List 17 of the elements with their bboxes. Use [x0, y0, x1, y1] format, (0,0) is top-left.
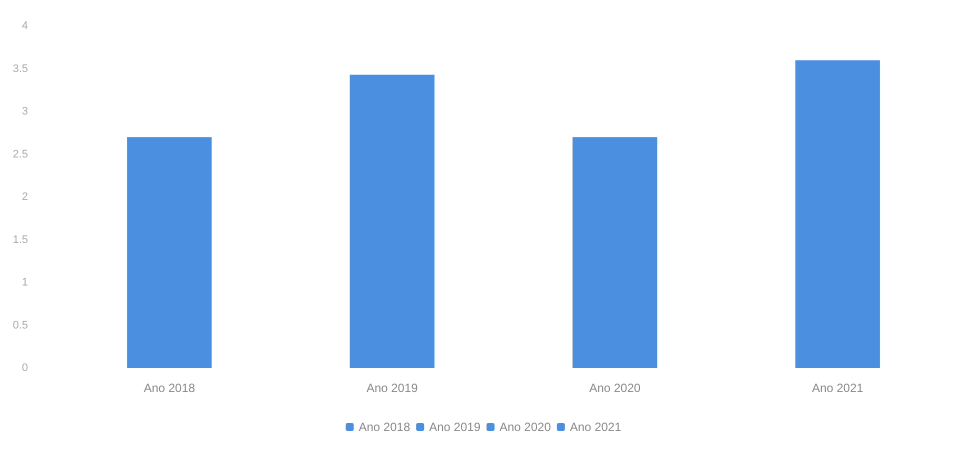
x-tick-label: Ano 2018 — [144, 381, 196, 395]
legend-label: Ano 2018 — [358, 420, 410, 434]
x-tick-label: Ano 2021 — [812, 381, 864, 395]
y-tick-label: 2 — [22, 191, 28, 203]
legend-label: Ano 2020 — [500, 420, 552, 434]
y-tick-label: 2.5 — [12, 148, 28, 160]
y-tick-label: 3 — [22, 106, 28, 118]
legend-label: Ano 2021 — [570, 420, 622, 434]
y-tick-label: 0.5 — [12, 319, 28, 332]
x-tick-label: Ano 2019 — [366, 381, 418, 395]
y-tick-label: 1 — [22, 276, 28, 288]
y-tick-label: 3.5 — [12, 62, 28, 75]
x-tick-label: Ano 2020 — [589, 381, 641, 395]
legend-label: Ano 2019 — [429, 420, 481, 434]
y-tick-label: 4 — [22, 20, 28, 32]
y-tick-label: 0 — [22, 362, 28, 374]
y-tick-label: 1.5 — [12, 234, 28, 246]
